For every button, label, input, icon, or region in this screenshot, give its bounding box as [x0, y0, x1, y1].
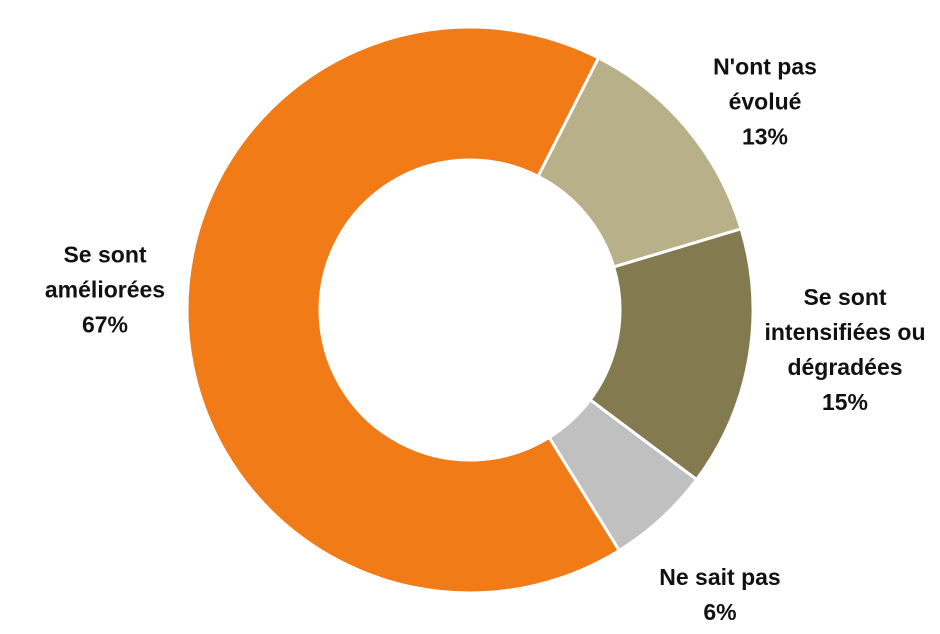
value-label: 15%	[821, 389, 869, 415]
donut-slice	[588, 226, 755, 482]
category-label: Se sont améliorées	[44, 241, 166, 303]
slice-label: Se sont améliorées 67%	[35, 238, 175, 343]
slice-label: Se sont intensifiées ou dégradées 15%	[753, 280, 938, 420]
value-label: 6%	[703, 599, 737, 625]
category-label: Ne sait pas	[659, 564, 781, 590]
value-label: 67%	[81, 311, 129, 338]
value-label: 13%	[741, 123, 789, 150]
category-label: N'ont pas évolué	[713, 53, 817, 115]
category-label: Se sont intensifiées ou dégradées	[764, 284, 926, 380]
slice-label: N'ont pas évolué 13%	[705, 50, 825, 155]
slice-label: Ne sait pas 6%	[630, 560, 810, 630]
donut-slice	[536, 55, 743, 269]
donut-slice	[185, 25, 622, 595]
